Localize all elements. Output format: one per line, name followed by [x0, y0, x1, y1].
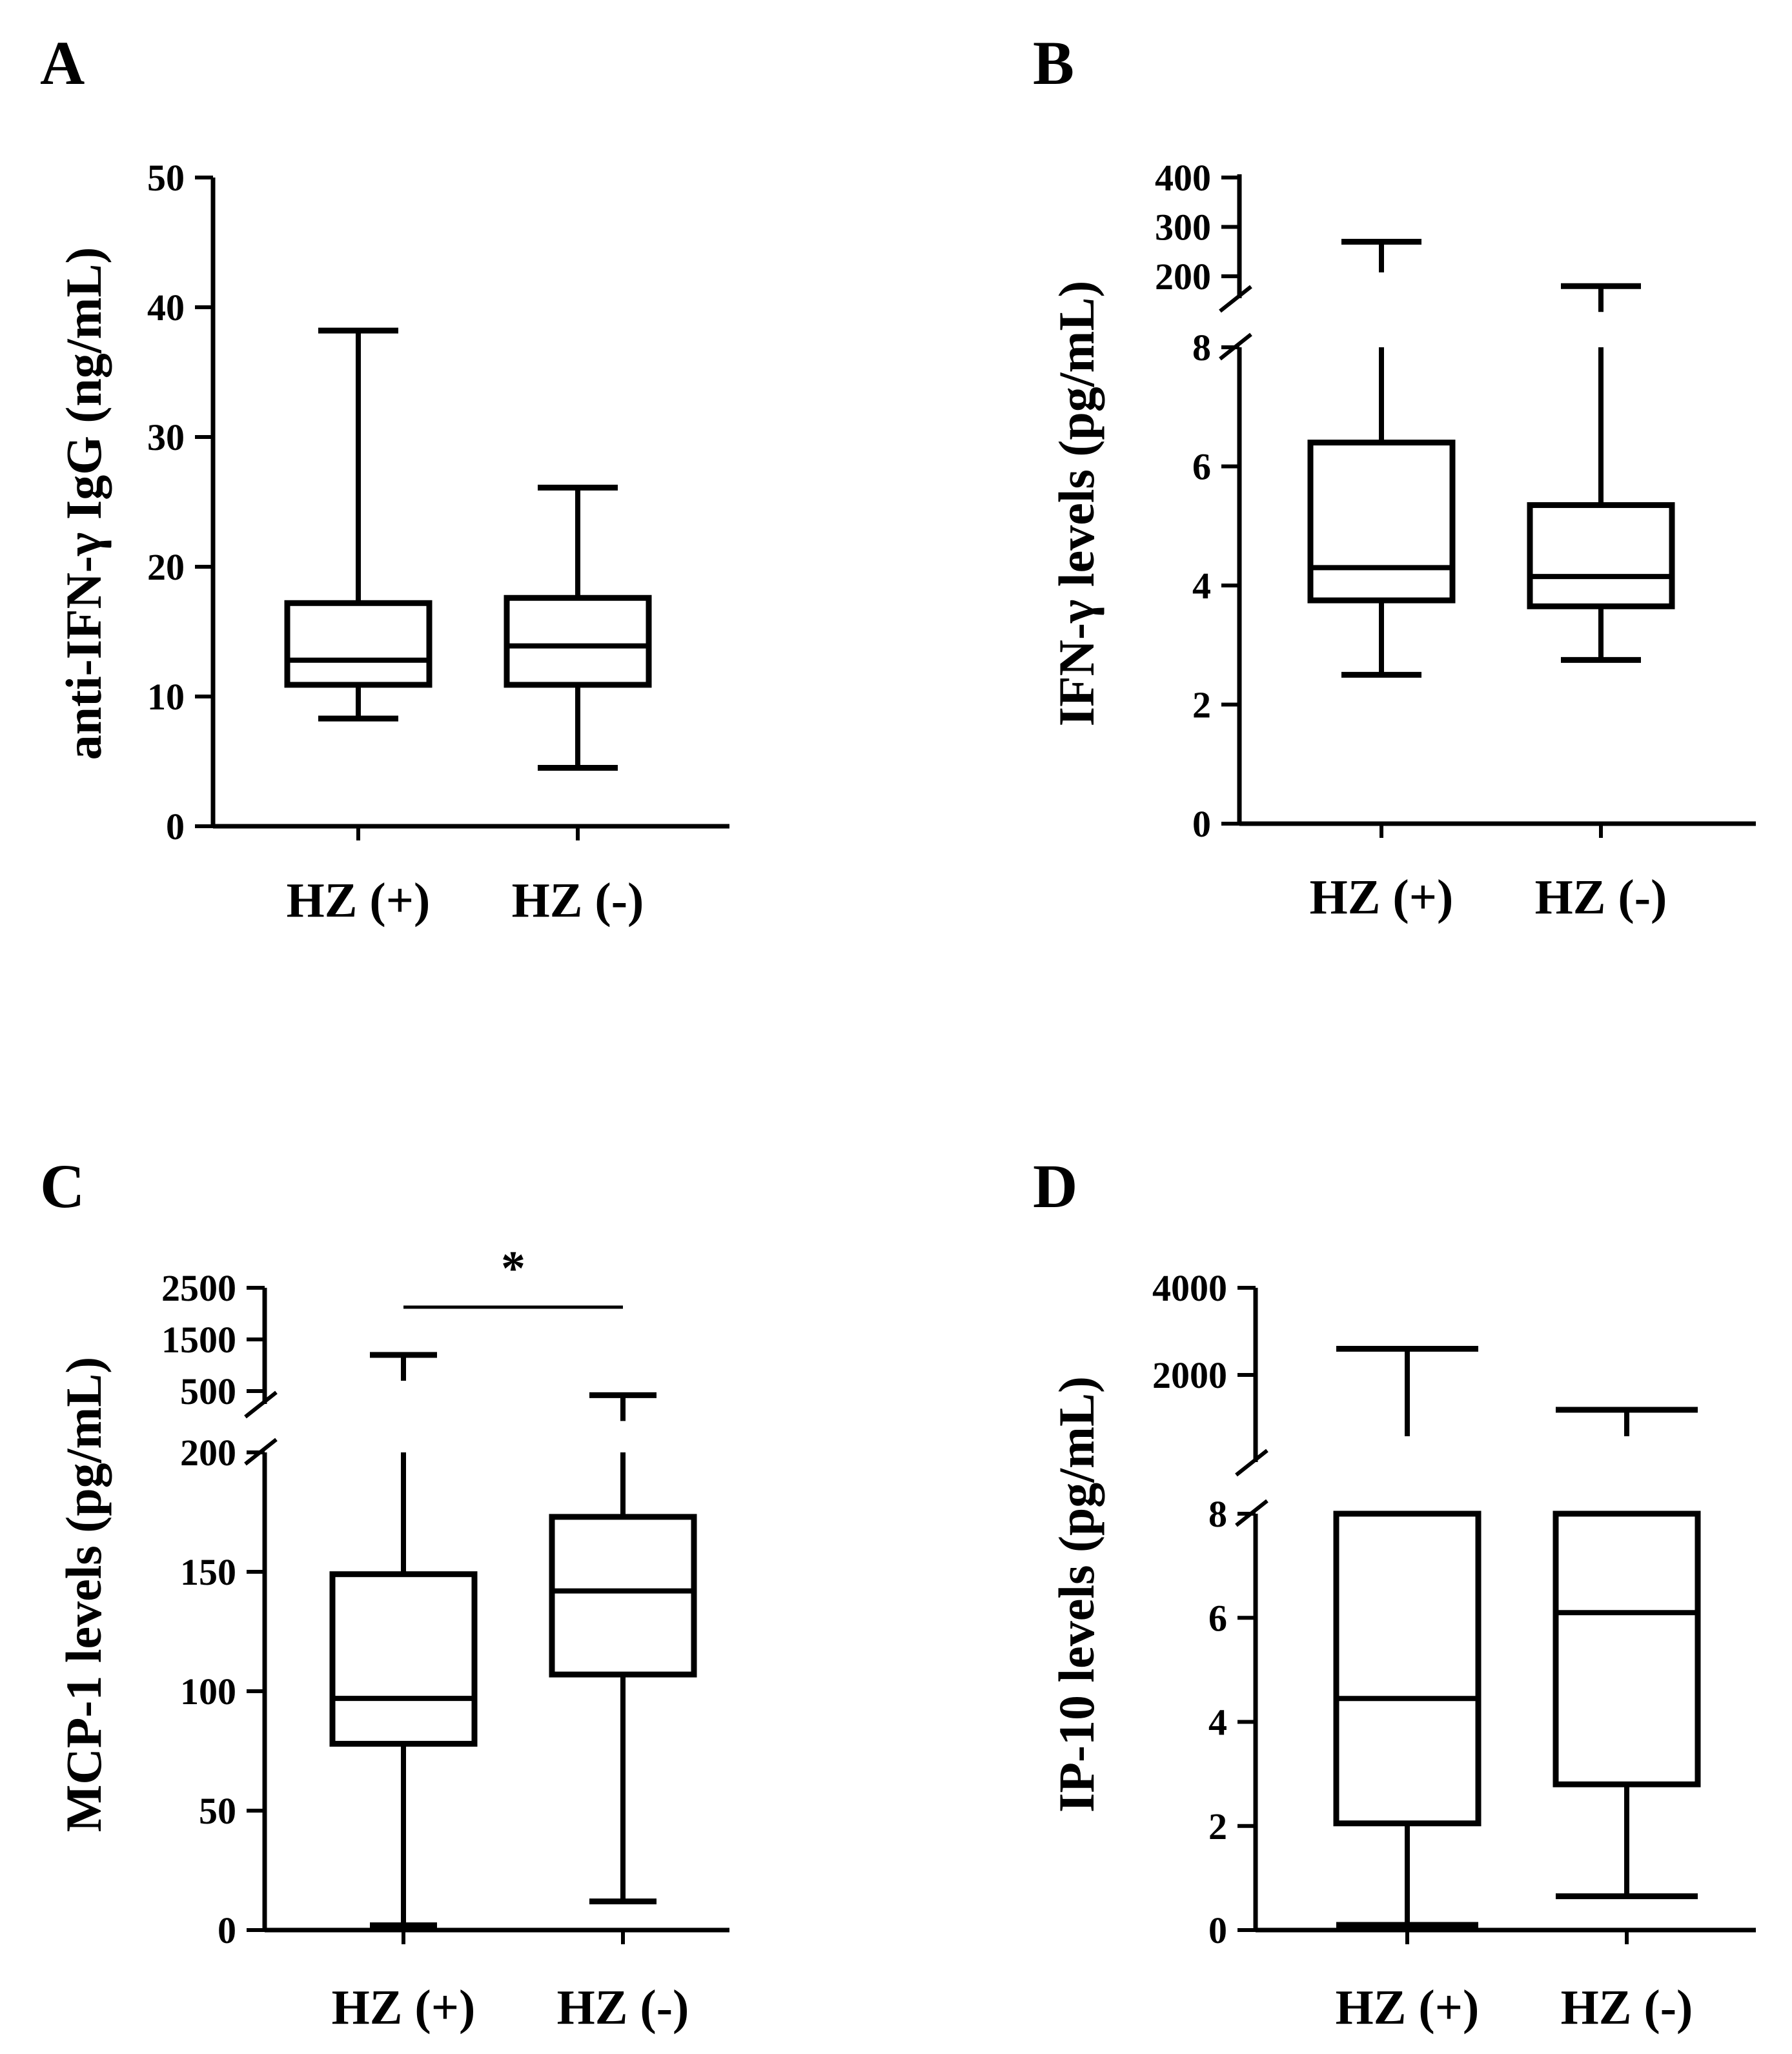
box-plot-hz-neg — [504, 484, 652, 771]
x-tick-label: HZ (-) — [1561, 1980, 1693, 2035]
y-tick-label: 150 — [180, 1551, 236, 1593]
box-plot-hz-pos — [329, 1352, 478, 1929]
iqr-box — [329, 1571, 478, 1747]
y-tick-label: 4 — [1192, 565, 1211, 607]
y-axis-title: MCP-1 levels (pg/mL) — [56, 1357, 112, 1833]
y-tick-label: 50 — [147, 157, 185, 199]
box-plot-hz-pos — [1307, 238, 1456, 678]
y-axis-title: IP-10 levels (pg/mL) — [1048, 1376, 1105, 1813]
iqr-box — [549, 1514, 697, 1678]
panel-letter-b: B — [1033, 28, 1074, 97]
y-tick-label: 2500 — [161, 1267, 236, 1309]
panel-d: D IP-10 levels (pg/mL) HZ (+) HZ (-) 0 2 4 6 8 20… — [1033, 1152, 1756, 2035]
iqr-box — [1333, 1510, 1481, 1827]
axis-break-mark — [244, 1390, 278, 1419]
x-tick-label: HZ (+) — [287, 873, 431, 928]
box-plot-hz-pos — [1333, 1346, 1481, 1928]
panel-c: C MCP-1 levels (pg/mL) HZ (+) HZ (-) 0 50 100 1… — [40, 1152, 729, 2035]
y-tick-label: 8 — [1208, 1493, 1227, 1535]
y-tick-label: 10 — [147, 676, 185, 718]
y-axis-title: IFN-γ levels (pg/mL) — [1048, 281, 1105, 727]
x-tick-label: HZ (-) — [1535, 870, 1667, 924]
box-plot-hz-neg — [1527, 283, 1675, 663]
y-axis-title: anti-IFN-γ IgG (ng/mL) — [56, 247, 112, 760]
y-tick-label: 0 — [166, 806, 185, 848]
iqr-box — [1553, 1510, 1701, 1787]
iqr-box — [284, 600, 433, 688]
axis-break-mark — [1219, 285, 1252, 313]
iqr-box — [504, 595, 652, 688]
y-tick-label: 0 — [1192, 803, 1211, 845]
y-tick-label: 2 — [1208, 1805, 1227, 1847]
y-tick-label: 400 — [1155, 157, 1211, 199]
x-tick-label: HZ (-) — [557, 1980, 689, 2035]
y-tick-label: 2000 — [1152, 1354, 1227, 1396]
panel-b: B IFN-γ levels (pg/mL) HZ (+) HZ (-) 0 2 4 6 8 20… — [1033, 28, 1756, 924]
x-tick-label: HZ (+) — [1310, 870, 1454, 924]
y-tick-label: 4 — [1208, 1702, 1227, 1744]
iqr-box — [1527, 502, 1675, 609]
y-tick-label: 1500 — [161, 1319, 236, 1361]
y-tick-label: 200 — [180, 1432, 236, 1474]
y-tick-label: 2 — [1192, 684, 1211, 726]
y-tick-label: 6 — [1208, 1597, 1227, 1639]
panel-letter-d: D — [1033, 1152, 1077, 1221]
y-tick-label: 20 — [147, 546, 185, 588]
x-tick-label: HZ (-) — [512, 873, 644, 928]
significance-star: * — [501, 1241, 525, 1296]
iqr-box — [1307, 440, 1456, 604]
x-tick-label: HZ (+) — [1336, 1980, 1480, 2035]
axis-break-mark — [1235, 1449, 1268, 1477]
y-tick-label: 200 — [1155, 256, 1211, 298]
y-tick-label: 8 — [1192, 327, 1211, 369]
x-tick-label: HZ (+) — [332, 1980, 476, 2035]
panel-letter-c: C — [40, 1152, 85, 1221]
panel-letter-a: A — [40, 28, 85, 97]
y-tick-label: 0 — [1208, 1909, 1227, 1951]
y-tick-label: 100 — [180, 1671, 236, 1713]
box-plot-hz-pos — [284, 327, 433, 722]
y-tick-label: 50 — [199, 1790, 236, 1832]
y-tick-label: 6 — [1192, 446, 1211, 488]
box-plot-hz-neg — [549, 1392, 697, 1905]
y-tick-label: 40 — [147, 287, 185, 329]
y-tick-label: 0 — [218, 1909, 236, 1951]
y-tick-label: 30 — [147, 416, 185, 458]
box-plot-hz-neg — [1553, 1407, 1701, 1900]
y-tick-label: 4000 — [1152, 1267, 1227, 1309]
y-tick-label: 500 — [180, 1370, 236, 1412]
y-tick-label: 300 — [1155, 207, 1211, 249]
